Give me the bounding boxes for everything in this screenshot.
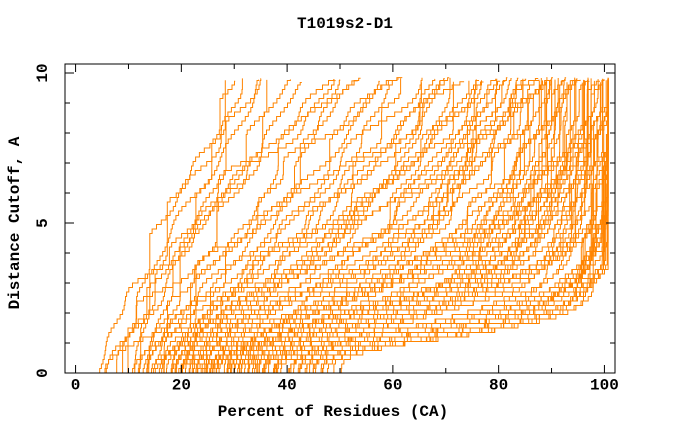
gdt-curve [146, 82, 422, 373]
gdt-curve [127, 80, 226, 373]
gdt-curve [274, 80, 607, 373]
gdt-curve [182, 77, 361, 373]
gdt-curve [104, 80, 482, 373]
gdt-curve [233, 79, 609, 373]
x-tick-label: 60 [383, 377, 402, 395]
gdt-curve [263, 77, 553, 373]
gdt-curve [211, 78, 578, 373]
gdt-curve [171, 81, 484, 373]
gdt-curve [248, 78, 542, 373]
gdt-curve [180, 80, 564, 373]
gdt-curve [226, 81, 604, 373]
gdt-curve [333, 79, 609, 373]
gdt-curve [231, 80, 573, 373]
gdt-curve [161, 80, 470, 373]
gdt-curve [175, 78, 399, 373]
gdt-curve [227, 78, 592, 373]
gdt-curve [244, 81, 609, 373]
gdt-curve [134, 79, 259, 373]
gdt-curve [188, 80, 548, 373]
gdt-curve [116, 78, 243, 373]
gdt-curve [312, 79, 609, 373]
gdt-curve [152, 79, 335, 373]
y-tick-label: 5 [34, 218, 52, 228]
gdt-curve [210, 78, 524, 373]
gdt-curve [178, 80, 540, 373]
x-tick-label: 80 [489, 377, 508, 395]
gdt-curve [189, 80, 501, 373]
gdt-curve [312, 79, 605, 373]
gdt-curve [137, 81, 465, 373]
gdt-curve [122, 82, 302, 373]
y-axis-title: Distance Cutoff, A [6, 136, 24, 310]
gdt-curve [233, 79, 599, 373]
gdt-curve [171, 81, 547, 373]
gdt-curve [181, 80, 479, 373]
gdt-curve [193, 77, 548, 373]
gdt-curve [99, 80, 336, 373]
gdt-curve [166, 78, 512, 373]
gdt-curve [218, 79, 477, 373]
x-tick-label: 100 [590, 377, 619, 395]
gdt-curve [142, 79, 291, 373]
y-tick-label: 10 [34, 63, 52, 82]
gdt-curve [202, 82, 546, 373]
gdt-curve [158, 80, 358, 373]
gdt-curve [151, 77, 508, 373]
gdt-curve [174, 77, 451, 373]
gdt-curve [148, 78, 262, 373]
gdt-curve [268, 81, 609, 373]
x-tick-label: 20 [172, 377, 191, 395]
gdt-curve [327, 79, 609, 373]
x-tick-label: 40 [278, 377, 297, 395]
chart-title: T1019s2-D1 [296, 15, 394, 33]
gdt-curve [146, 77, 403, 373]
gdt-curve [132, 77, 423, 373]
gdt-curve [181, 78, 539, 373]
gdt-curve [163, 78, 436, 373]
gdt-curve [226, 78, 498, 373]
x-axis-title: Percent of Residues (CA) [217, 403, 449, 421]
gdt-curve [248, 80, 601, 373]
gdt-curve [273, 78, 609, 373]
gdt-curve [309, 77, 589, 373]
x-tick-label: 0 [71, 377, 81, 395]
gdt-curve [258, 78, 559, 373]
y-tick-label: 0 [34, 368, 52, 378]
